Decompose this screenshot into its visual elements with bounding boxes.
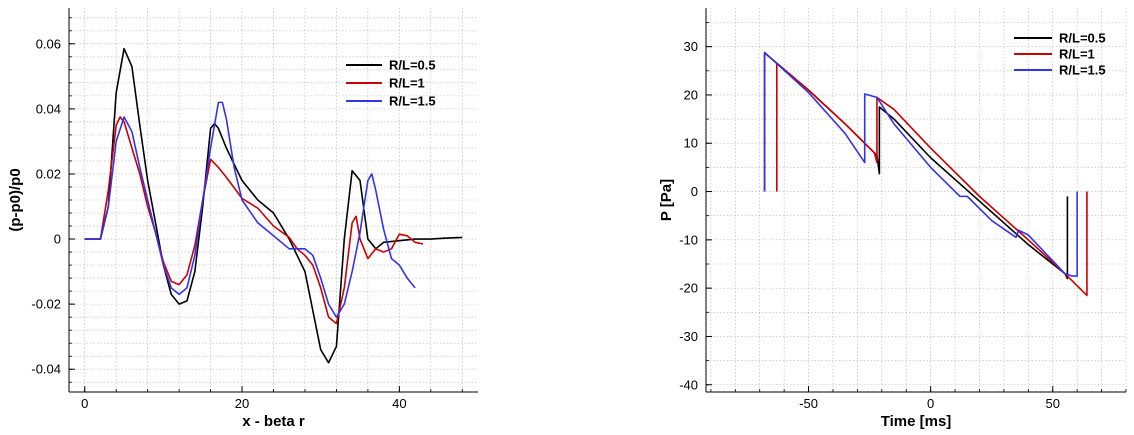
- legend-label: R/L=1: [1059, 47, 1095, 62]
- y-tick-label: 0: [691, 184, 698, 199]
- series-line-1: [84, 47, 463, 364]
- x-tick-label: 40: [392, 396, 406, 411]
- y-tick-label: -30: [679, 329, 698, 344]
- legend-label: R/L=0.5: [1059, 31, 1106, 46]
- y-tick-label: 0.04: [36, 101, 61, 116]
- y-tick-label: -0.02: [31, 297, 61, 312]
- x-tick-label: 50: [1046, 396, 1060, 411]
- legend-label: R/L=1: [389, 76, 425, 91]
- y-tick-label: -10: [679, 232, 698, 247]
- y-tick-label: 30: [684, 39, 698, 54]
- series-line-2: [84, 116, 424, 325]
- y-tick-label: 0.06: [36, 36, 61, 51]
- right-chart: -50 0 50 -40 -30 -20 -10 0 10 20 30 Time [ms] P [Pa]…: [658, 8, 1127, 430]
- y-tick-label: -20: [679, 281, 698, 296]
- y-axis-label: P [Pa]: [658, 179, 675, 221]
- y-tick-label: -0.04: [31, 362, 61, 377]
- x-tick-label: 0: [81, 396, 88, 411]
- y-axis-label: (p-p0)/p0: [7, 168, 24, 231]
- x-axis-label: Time [ms]: [881, 413, 952, 430]
- series-line-3: [84, 101, 416, 318]
- legend-label: R/L=1.5: [1059, 63, 1106, 78]
- series-line-3: [763, 51, 1078, 277]
- legend-label: R/L=0.5: [389, 58, 436, 73]
- series-line-2: [776, 62, 1088, 297]
- x-tick-label: -50: [799, 396, 818, 411]
- x-axis-label: x - beta r: [242, 413, 305, 430]
- x-tick-label: 0: [927, 396, 934, 411]
- legend-label: R/L=1.5: [389, 94, 436, 109]
- y-tick-label: 0: [54, 232, 61, 247]
- y-tick-label: 0.02: [36, 166, 61, 181]
- series-line-1: [763, 52, 1069, 280]
- left-chart: 0 20 40 -0.04 -0.02 0 0.02 0.04 0.06 x - beta r (p…: [7, 8, 478, 430]
- y-tick-label: -40: [679, 377, 698, 392]
- y-tick-label: 20: [684, 87, 698, 102]
- x-tick-label: 20: [235, 396, 249, 411]
- y-tick-label: 10: [684, 136, 698, 151]
